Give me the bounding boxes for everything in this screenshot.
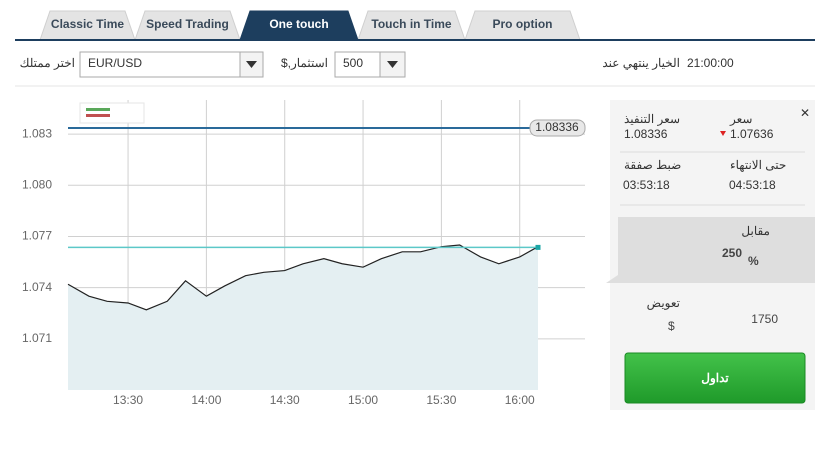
price-label: سعر	[729, 112, 752, 126]
y-tick-label: 1.077	[22, 229, 52, 243]
target-label-box	[529, 119, 586, 137]
x-tick-label: 15:30	[426, 393, 456, 407]
return-amount: 1750	[751, 312, 778, 326]
expiry-time: 21:00:00	[687, 56, 734, 70]
price-line	[67, 244, 539, 311]
asset-select[interactable]	[79, 51, 264, 78]
x-tick-label: 15:00	[348, 393, 378, 407]
payout-label: مقابل	[741, 224, 770, 238]
expiry-label: حتى الانتهاء	[730, 158, 786, 172]
asset: EUR/USD	[88, 56, 142, 70]
current-dot	[535, 244, 541, 250]
chart-legend-icon	[79, 102, 145, 124]
investment: 500	[343, 56, 363, 70]
price: 1.07636	[730, 127, 774, 141]
tabs: Classic Time Speed Trading One touch Touch …	[39, 10, 581, 41]
expiry-label: الخيار ينتهي عند	[602, 56, 680, 70]
y-tick-label: 1.083	[22, 126, 52, 140]
area	[68, 245, 538, 390]
investment-label: $,استثمار	[281, 56, 328, 70]
x-tick-label: 14:00	[191, 393, 221, 407]
deal-time: 03:53:18	[623, 178, 670, 192]
tab-label: One touch	[269, 17, 328, 31]
expiry-time: 04:53:18	[729, 178, 776, 192]
trade-button-label: تداول	[701, 371, 729, 386]
return-currency: $	[668, 319, 675, 333]
payout-percent: 250	[722, 246, 742, 260]
arrow	[387, 61, 398, 68]
deal-label: ضبط صفقة	[624, 158, 681, 172]
tab-label: Speed Trading	[146, 17, 229, 31]
y-tick-label: 1.080	[22, 177, 52, 191]
y-tick-label: 1.074	[22, 280, 52, 294]
payout-box	[606, 217, 815, 283]
strike: 1.08336	[624, 127, 668, 141]
x-tick-label: 13:30	[113, 393, 143, 407]
trade-button[interactable]	[624, 352, 806, 404]
icon-bar	[86, 114, 110, 117]
x-tick-label: 14:30	[270, 393, 300, 407]
tab-label: Pro option	[493, 17, 553, 31]
strike-label: سعر التنفيذ	[624, 112, 680, 126]
asset-label: اختر ممتلك	[20, 56, 75, 70]
tab-label: Classic Time	[51, 17, 124, 31]
chart: 1.071 1.074 1.077 1.080 1.083 13:30 14:00 14:30…	[22, 100, 586, 407]
y-tick-label: 1.071	[22, 331, 52, 345]
down-arrow	[720, 131, 726, 136]
payout-unit: %	[748, 254, 759, 268]
icon-bar	[86, 108, 110, 111]
target-label: 1.08336	[535, 120, 579, 134]
close[interactable]: ✕	[800, 106, 810, 120]
x-tick-label: 16:00	[505, 393, 535, 407]
tab-label: Touch in Time	[371, 17, 452, 31]
arrow	[246, 61, 257, 68]
return-label: تعويض	[647, 296, 680, 310]
